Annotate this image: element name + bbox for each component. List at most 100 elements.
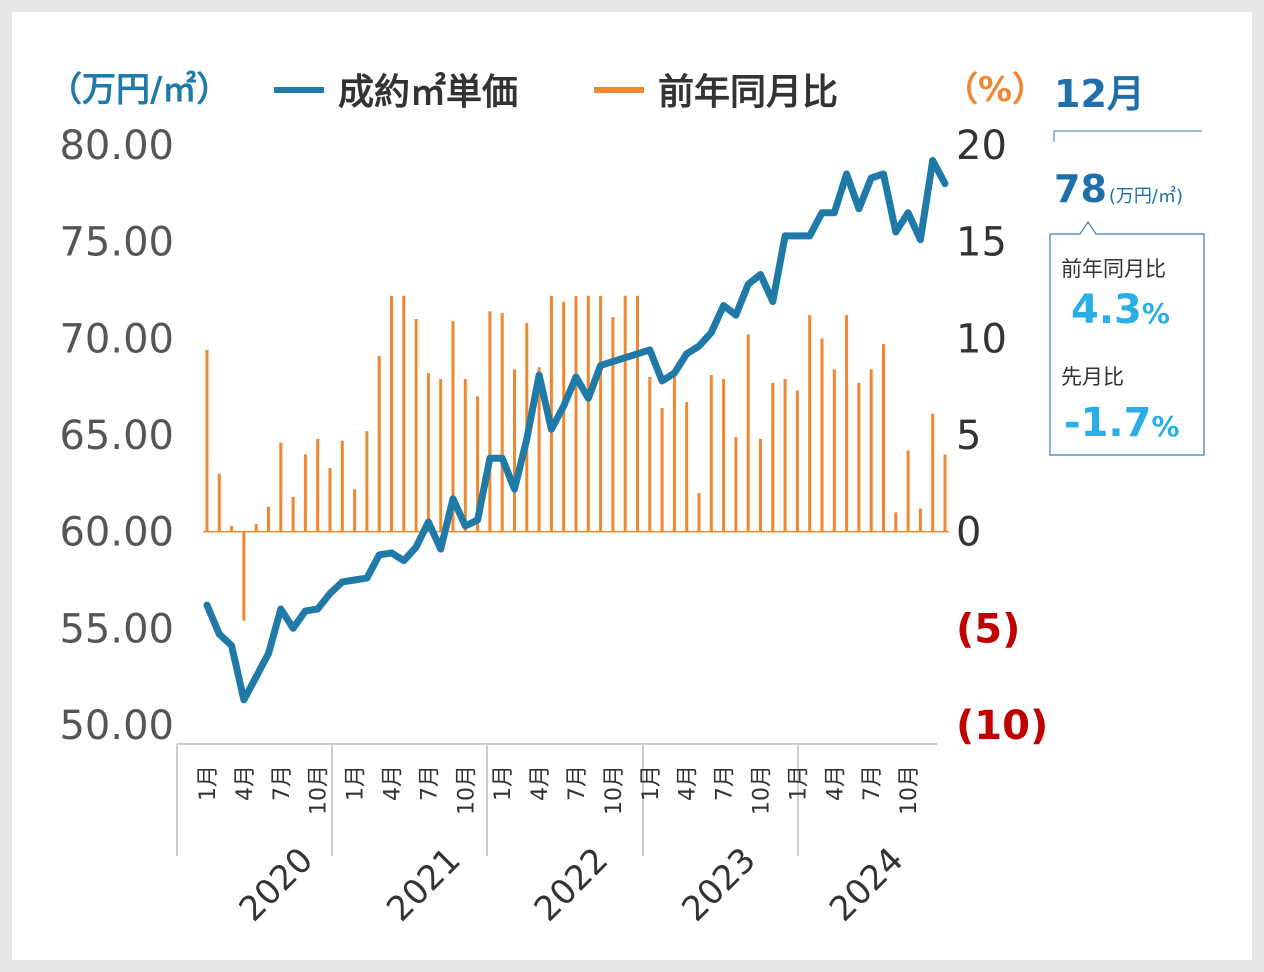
bar [254, 523, 258, 532]
month-tick-label: 1月 [344, 765, 369, 801]
info-panel: 12月 78 (万円/㎡) 前年同月比 4.3% 先月比 -1.7% [1049, 72, 1205, 456]
panel-month: 12月 [1054, 72, 1145, 116]
month-tick-label: 1月 [786, 765, 811, 801]
bar [537, 367, 541, 532]
left-axis-ticks: 80.00 75.00 70.00 65.00 60.00 55.00 50.00 [59, 123, 174, 749]
left-tick-label: 50.00 [59, 703, 174, 749]
bar-series [203, 295, 949, 621]
right-axis-unit: （%） [944, 70, 1046, 110]
chart-svg: （万円/㎡） （%） 成約㎡単価 前年同月比 80.00 75.00 70.00 65… [48, 70, 1205, 930]
month-tick-label: 4月 [528, 765, 553, 801]
bar [267, 506, 270, 532]
month-tick-label: 10月 [454, 765, 479, 815]
left-tick-label: 55.00 [59, 606, 174, 652]
panel-mom: -1.7% [1064, 400, 1180, 446]
panel-value: 78 [1054, 167, 1107, 211]
month-tick-label: 10月 [897, 765, 922, 815]
month-tick-label: 1月 [639, 765, 664, 801]
month-tick-label: 1月 [491, 765, 516, 801]
bar [660, 407, 664, 532]
year-label: 2024 [822, 840, 911, 929]
panel-box [1049, 220, 1205, 456]
bar [414, 319, 418, 532]
bar [488, 311, 492, 532]
bar [586, 295, 590, 532]
year-label: 2022 [527, 840, 616, 929]
bar [943, 454, 947, 532]
month-tick-label: 7月 [565, 765, 590, 801]
bar [795, 390, 799, 532]
month-tick-label: 10月 [750, 765, 775, 815]
panel-mom-unit: % [1151, 410, 1179, 443]
bar [513, 369, 516, 532]
right-axis-ticks: 20 15 10 5 0 (5) (10) [956, 123, 1048, 749]
line-price [203, 157, 949, 704]
bar [303, 454, 307, 532]
bar [476, 396, 480, 532]
panel-yoy: 4.3% [1071, 287, 1170, 333]
month-tick-label: 7月 [270, 765, 295, 801]
left-tick-label: 70.00 [59, 316, 174, 362]
bar [599, 295, 603, 532]
right-tick-label: 0 [956, 510, 981, 556]
bar [217, 473, 221, 532]
bar [894, 512, 898, 532]
bar [734, 436, 738, 532]
legend: 成約㎡単価 前年同月比 [274, 71, 838, 113]
bar [771, 382, 775, 532]
bar [340, 440, 344, 532]
month-tick-label: 4月 [676, 765, 701, 801]
bar [205, 349, 209, 532]
year-label: 2023 [674, 840, 763, 929]
bar [328, 467, 332, 532]
x-axis: 1月 4月 7月 10月 2020 1月 4月 7月 10月 2021 1月 4月 7月 10月 2022 1… [176, 743, 937, 930]
bar [316, 438, 320, 532]
bar [439, 378, 443, 532]
bar [500, 313, 504, 532]
year-label: 2021 [379, 840, 468, 929]
bar [574, 295, 578, 532]
panel-bracket [1053, 130, 1202, 142]
right-tick-label: (10) [956, 703, 1048, 749]
right-tick-label: 20 [956, 123, 1007, 169]
left-tick-label: 80.00 [59, 123, 174, 169]
bar [562, 301, 566, 532]
panel-mom-value: -1.7 [1064, 400, 1151, 446]
month-tick-label: 10月 [307, 765, 332, 815]
bar [783, 378, 787, 532]
panel-value-unit: (万円/㎡) [1109, 185, 1183, 207]
bar [426, 373, 430, 532]
bar [611, 317, 615, 532]
month-tick-label: 4月 [381, 765, 406, 801]
bar [672, 375, 676, 532]
right-tick-label: 15 [956, 220, 1007, 266]
bar [697, 493, 701, 532]
bar [820, 338, 824, 532]
bar [623, 295, 627, 532]
left-axis-unit: （万円/㎡） [48, 70, 230, 110]
bar [463, 378, 467, 532]
bar [279, 442, 283, 532]
month-tick-label: 1月 [196, 765, 221, 801]
bar [353, 489, 357, 532]
panel-yoy-unit: % [1142, 297, 1170, 330]
right-tick-label: 5 [956, 413, 981, 459]
left-tick-label: 65.00 [59, 413, 174, 459]
panel-mom-label: 先月比 [1061, 365, 1124, 389]
left-tick-label: 60.00 [59, 510, 174, 556]
bar [857, 382, 861, 532]
panel-value-line: 78 (万円/㎡) [1054, 167, 1183, 211]
month-tick-label: 4月 [823, 765, 848, 801]
bar [918, 508, 922, 532]
month-tick-label: 10月 [602, 765, 627, 815]
line-series [203, 157, 949, 704]
bar [746, 334, 750, 532]
bar [832, 369, 836, 532]
bar [230, 525, 234, 532]
panel-yoy-label: 前年同月比 [1061, 257, 1166, 281]
panel-yoy-value: 4.3 [1071, 287, 1142, 333]
bar [906, 450, 910, 532]
left-tick-label: 75.00 [59, 220, 174, 266]
right-tick-label: (5) [956, 606, 1020, 652]
bar [648, 377, 652, 532]
